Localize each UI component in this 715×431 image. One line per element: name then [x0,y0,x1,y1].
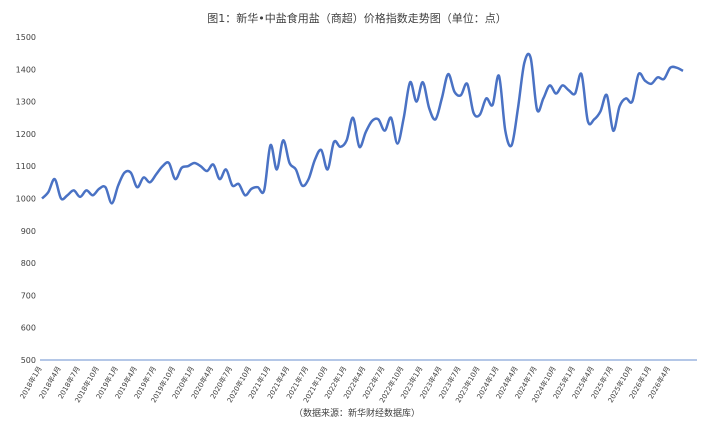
y-tick-label: 1200 [16,130,36,139]
y-tick-label: 800 [21,259,36,268]
source-note: （数据来源：新华财经数据库） [294,407,420,419]
y-tick-label: 900 [21,227,36,236]
chart-title: 图1：新华•中盐食用盐（商超）价格指数走势图（单位：点） [207,11,507,25]
y-tick-label: 1300 [16,98,36,107]
y-tick-label: 1000 [16,195,36,204]
y-tick-label: 1500 [16,33,36,42]
y-tick-label: 600 [21,324,36,333]
y-tick-label: 1100 [16,162,36,171]
data-line [41,52,684,205]
y-tick-label: 500 [21,356,36,365]
y-tick-label: 1400 [16,65,36,74]
y-tick-label: 700 [21,291,36,300]
